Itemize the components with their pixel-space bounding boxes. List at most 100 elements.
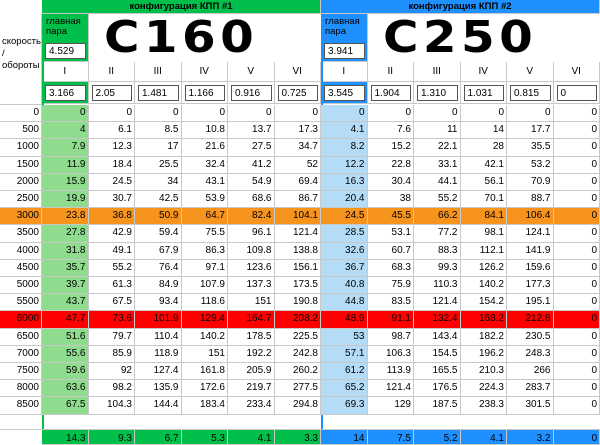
handwriting: C160 (103, 12, 258, 63)
speed-cell: 35.7 (42, 259, 89, 277)
speed-cell: 53.1 (367, 225, 414, 243)
speed-cell: 301.5 (507, 397, 554, 415)
speed-cell: 14 (460, 122, 507, 140)
speed-cell: 91.1 (367, 311, 414, 329)
group-header: конфигурация КПП #1 (42, 0, 321, 14)
speed-cell: 104.3 (88, 397, 135, 415)
rpm-cell: 1500 (0, 156, 42, 174)
ratio-input[interactable]: 1.166 (184, 85, 225, 101)
speed-cell: 18.4 (88, 156, 135, 174)
ratio-input[interactable]: 0.725 (277, 85, 318, 101)
speed-cell: 17 (135, 139, 182, 157)
ratio-input[interactable]: 0 (556, 85, 597, 101)
speed-cell: 0 (135, 105, 182, 123)
rpm-cell: 500 (0, 122, 42, 140)
bottom-cell: 0 (553, 430, 600, 445)
speed-cell: 126.2 (460, 259, 507, 277)
ratio-input[interactable]: 1.481 (138, 85, 179, 101)
speed-cell: 107.9 (181, 277, 228, 295)
speed-cell: 34 (135, 173, 182, 191)
ratio-input[interactable]: 1.031 (463, 85, 504, 101)
gear-label: I (42, 62, 89, 82)
speed-cell: 49.1 (88, 242, 135, 260)
speed-cell: 165.5 (414, 363, 461, 381)
speed-cell: 187.5 (414, 397, 461, 415)
speed-cell: 41.2 (228, 156, 275, 174)
speed-cell: 0 (367, 105, 414, 123)
speed-cell: 97.1 (181, 259, 228, 277)
speed-cell: 63.6 (42, 380, 89, 398)
speed-cell: 118.6 (181, 294, 228, 312)
rpm-cell: 6000 (0, 311, 42, 329)
gear-label: I (321, 62, 368, 82)
speed-cell: 7.9 (42, 139, 89, 157)
gear-label: III (414, 62, 461, 82)
speed-cell: 21.6 (181, 139, 228, 157)
speed-cell: 129 (367, 397, 414, 415)
speed-cell: 121.4 (274, 225, 321, 243)
speed-cell: 67.9 (135, 242, 182, 260)
speed-cell: 277.5 (274, 380, 321, 398)
speed-cell: 183.4 (181, 397, 228, 415)
main-pair-input[interactable]: 4.529 (45, 43, 86, 59)
speed-cell: 27.5 (228, 139, 275, 157)
bottom-cell: 14.3 (42, 430, 89, 445)
speed-cell: 230.5 (507, 328, 554, 346)
speed-cell: 140.2 (181, 328, 228, 346)
ratio-input[interactable]: 0.916 (231, 85, 272, 101)
speed-cell: 176.5 (414, 380, 461, 398)
speed-cell: 154.2 (460, 294, 507, 312)
speed-cell: 15.2 (367, 139, 414, 157)
speed-cell: 106.3 (367, 345, 414, 363)
speed-cell: 0 (553, 173, 600, 191)
speed-cell: 11.9 (42, 156, 89, 174)
speed-cell: 0 (553, 345, 600, 363)
bottom-cell: 3.3 (274, 430, 321, 445)
speed-cell: 16.3 (321, 173, 368, 191)
speed-cell: 32.4 (181, 156, 228, 174)
speed-cell: 44.8 (321, 294, 368, 312)
rpm-cell: 8000 (0, 380, 42, 398)
speed-cell: 88.3 (414, 242, 461, 260)
speed-cell: 33.1 (414, 156, 461, 174)
ratio-input[interactable]: 0.815 (510, 85, 551, 101)
rpm-cell: 7000 (0, 345, 42, 363)
ratio-input[interactable]: 1.904 (370, 85, 411, 101)
ratio-input[interactable]: 1.310 (417, 85, 458, 101)
speed-cell: 98.7 (367, 328, 414, 346)
speed-cell: 143.4 (414, 328, 461, 346)
speed-cell: 0 (553, 311, 600, 329)
speed-cell: 8.2 (321, 139, 368, 157)
bottom-cell: 14 (321, 430, 368, 445)
speed-cell: 294.8 (274, 397, 321, 415)
speed-cell: 69.3 (321, 397, 368, 415)
speed-cell: 64.7 (181, 208, 228, 226)
main-pair-input[interactable]: 3.941 (324, 43, 365, 59)
speed-cell: 0 (228, 105, 275, 123)
ratio-cell (228, 82, 275, 104)
speed-cell: 17.3 (274, 122, 321, 140)
speed-cell: 15.9 (42, 173, 89, 191)
rpm-cell: 4500 (0, 259, 42, 277)
speed-cell: 60.7 (367, 242, 414, 260)
speed-cell: 144.4 (135, 397, 182, 415)
speed-cell: 138.8 (274, 242, 321, 260)
ratio-input[interactable]: 3.166 (45, 85, 86, 101)
gear-label: II (88, 62, 135, 82)
blank-row (0, 415, 600, 430)
speed-cell: 53.9 (181, 191, 228, 209)
speed-cell: 172.6 (181, 380, 228, 398)
ratio-input[interactable]: 2.05 (91, 85, 132, 101)
speed-cell: 42.1 (460, 156, 507, 174)
ratio-cell (274, 82, 321, 104)
speed-cell: 219.7 (228, 380, 275, 398)
speed-cell: 12.3 (88, 139, 135, 157)
speed-cell: 127.4 (135, 363, 182, 381)
ratio-input[interactable]: 3.545 (324, 85, 365, 101)
speed-cell: 48.9 (321, 311, 368, 329)
speed-cell: 132.4 (414, 311, 461, 329)
speed-cell: 0 (42, 105, 89, 123)
speed-cell: 35.5 (507, 139, 554, 157)
speed-cell: 12.2 (321, 156, 368, 174)
speed-cell: 110.4 (135, 328, 182, 346)
